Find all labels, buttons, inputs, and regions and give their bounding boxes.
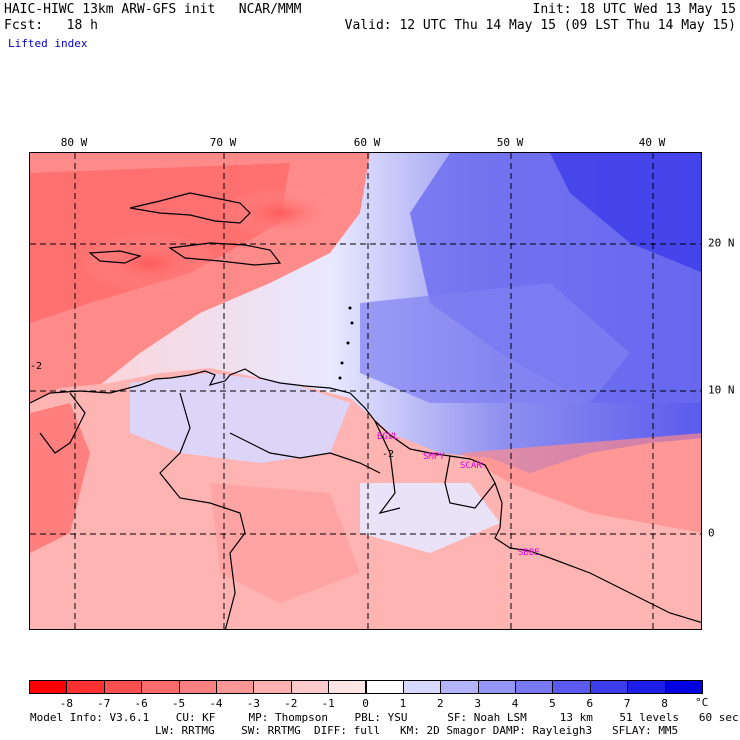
colorbar-swatch <box>515 680 554 694</box>
colorbar-tick-label: 1 <box>399 697 407 710</box>
lon-label-60w: 60 W <box>353 136 381 149</box>
colorbar-swatch <box>328 680 367 694</box>
station-sbbe: SBBE <box>518 548 540 558</box>
colorbar-swatch <box>365 680 404 694</box>
colorbar-swatch <box>664 680 703 694</box>
station-smpy: SMPY <box>423 452 445 462</box>
colorbar-tick-label: -1 <box>321 697 335 710</box>
forecast-hour: Fcst: 18 h <box>4 18 98 33</box>
colorbar-swatch <box>627 680 666 694</box>
colorbar-tick-label: -4 <box>209 697 223 710</box>
lat-label-10n: 10 N <box>708 383 735 397</box>
map-canvas <box>30 153 701 629</box>
colorbar-swatch <box>215 680 255 694</box>
model-title: HAIC-HIWC 13km ARW-GFS init NCAR/MMM <box>4 2 302 17</box>
station-scar: SCAR <box>460 461 482 471</box>
colorbar-unit: °C <box>695 696 709 709</box>
valid-time: Valid: 12 UTC Thu 14 May 15 (09 LST Thu … <box>344 18 736 33</box>
colorbar <box>29 680 703 694</box>
field-name: Lifted index <box>8 37 88 50</box>
colorbar-tick-label: -5 <box>171 697 186 710</box>
colorbar-tick-label: 4 <box>511 697 519 710</box>
colorbar-swatch <box>178 680 217 694</box>
colorbar-tick-label: 2 <box>436 697 444 710</box>
colorbar-tick-label: -2 <box>284 697 298 710</box>
colorbar-tick-label: -3 <box>246 697 260 710</box>
lat-label-0: 0 <box>708 526 715 540</box>
lon-label-50w: 50 W <box>496 136 524 149</box>
colorbar-swatch <box>290 680 330 694</box>
contour-label: -2 <box>30 361 43 372</box>
colorbar-tick-label: -6 <box>134 697 148 710</box>
lat-label-20n: 20 N <box>708 236 735 250</box>
colorbar-tick-label: 7 <box>623 697 631 710</box>
colorbar-swatch <box>66 680 105 694</box>
colorbar-swatch <box>141 680 180 694</box>
colorbar-swatch <box>552 680 591 694</box>
colorbar-tick-label: 8 <box>661 697 668 710</box>
lon-label-80w: 80 W <box>60 136 88 149</box>
colorbar-tick-label: -7 <box>97 697 111 710</box>
colorbar-swatch <box>589 680 629 694</box>
lon-label-40w: 40 W <box>638 136 666 149</box>
colorbar-swatch <box>440 680 479 694</box>
colorbar-tick-label: 6 <box>586 697 594 710</box>
lon-label-70w: 70 W <box>209 136 237 149</box>
colorbar-tick-label: 0 <box>362 697 369 710</box>
lifted-index-map: BGVL SMPY SCAR SBBE -2 -2 <box>29 152 702 630</box>
colorbar-tick-label: 5 <box>549 697 556 710</box>
colorbar-swatch <box>29 680 68 694</box>
colorbar-swatch <box>402 680 442 694</box>
colorbar-tick-label: -8 <box>59 697 73 710</box>
station-bgvl: BGVL <box>377 432 399 442</box>
footer-model-info: Model Info: V3.6.1 CU: KF MP: Thompson P… <box>30 711 739 724</box>
init-time: Init: 18 UTC Wed 13 May 15 <box>532 2 737 17</box>
contour-label: -2 <box>382 449 395 460</box>
footer-model-info-2: LW: RRTMG SW: RRTMG DIFF: full KM: 2D Sm… <box>155 724 679 737</box>
colorbar-swatch <box>103 680 143 694</box>
colorbar-swatch <box>253 680 292 694</box>
colorbar-swatch <box>477 680 517 694</box>
colorbar-tick-label: 3 <box>474 697 481 710</box>
